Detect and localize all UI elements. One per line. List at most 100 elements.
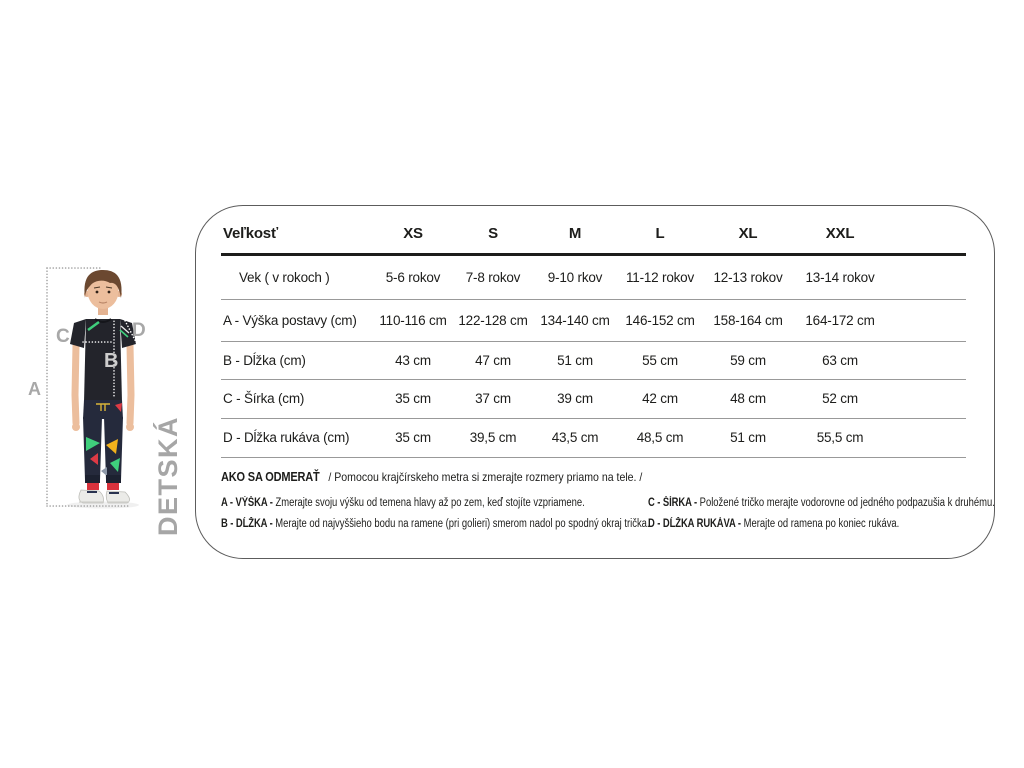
cell: 122-128 cm <box>453 299 533 342</box>
column-header-spacer <box>887 218 966 256</box>
hair <box>84 270 122 298</box>
tshirt-right-sleeve <box>120 319 136 348</box>
shirt-white-stripe-right <box>120 325 130 334</box>
note-text: Merajte od najvyššieho bodu na ramene (p… <box>275 518 650 530</box>
cell: 59 cm <box>703 341 793 380</box>
tshirt-left-sleeve <box>70 319 86 348</box>
note-term: B - DĹŽKA - <box>221 518 273 530</box>
cell: 39 cm <box>533 379 617 419</box>
cell-spacer <box>887 254 966 300</box>
pants-triangle-red <box>90 453 98 465</box>
row-sleeve: D - Dĺžka rukáva (cm) 35 cm 39,5 cm 43,5… <box>221 418 966 458</box>
label-c-width: C <box>56 326 70 347</box>
cell: 146-152 cm <box>617 299 703 342</box>
label-b-length: B <box>104 350 118 372</box>
column-header-s: S <box>453 218 533 256</box>
shirt-green-stripe-left <box>87 320 100 332</box>
shoe-laces <box>87 491 119 494</box>
category-vertical-label: DETSKÁ <box>153 415 183 536</box>
pants-triangle-green-right <box>110 458 120 472</box>
note-length: B - DĹŽKA - Merajte od najvyššieho bodu … <box>221 518 650 531</box>
shirt-green-stripe-right <box>119 329 129 338</box>
cell: 35 cm <box>373 418 453 458</box>
cell: 51 cm <box>703 418 793 458</box>
size-table: Veľkosť XS S M L XL XXL Vek ( v rokoch )… <box>221 218 966 458</box>
instructions-heading-line: AKO SA ODMERAŤ / Pomocou krajčírskeho me… <box>221 470 973 484</box>
cell: 12-13 rokov <box>703 254 793 300</box>
label-d-sleeve: D <box>132 320 146 341</box>
cell: 110-116 cm <box>373 299 453 342</box>
column-header-m: M <box>533 218 617 256</box>
left-sock <box>87 483 99 490</box>
right-sock <box>107 483 119 490</box>
row-label: A - Výška postavy (cm) <box>221 299 373 342</box>
cell: 37 cm <box>453 379 533 419</box>
column-header-xl: XL <box>703 218 793 256</box>
cell: 63 cm <box>793 341 887 380</box>
eyebrows <box>93 286 113 289</box>
cell: 7-8 rokov <box>453 254 533 300</box>
note-term: D - DĹŽKA RUKÁVA - <box>648 518 741 530</box>
cell: 47 cm <box>453 341 533 380</box>
left-hand <box>72 423 80 431</box>
note-term: A - VÝŠKA - <box>221 497 273 509</box>
row-height: A - Výška postavy (cm) 110-116 cm 122-12… <box>221 299 966 342</box>
cell: 55,5 cm <box>793 418 887 458</box>
column-header-xs: XS <box>373 218 453 256</box>
mouth <box>98 301 108 304</box>
table-header-row: Veľkosť XS S M L XL XXL <box>221 218 966 256</box>
pants-triangle-gray <box>101 467 107 476</box>
cell-spacer <box>887 418 966 458</box>
measuring-instructions: AKO SA ODMERAŤ / Pomocou krajčírskeho me… <box>221 470 995 531</box>
child-model-illustration: A C B D <box>28 267 146 509</box>
pants-triangle-green-left <box>86 437 100 451</box>
cell: 164-172 cm <box>793 299 887 342</box>
label-a-height: A <box>28 379 41 399</box>
row-age: Vek ( v rokoch ) 5-6 rokov 7-8 rokov 9-1… <box>221 254 966 300</box>
left-arm <box>71 341 80 427</box>
cell: 158-164 cm <box>703 299 793 342</box>
instructions-heading-suffix: / Pomocou krajčírskeho metra si zmerajte… <box>328 470 643 484</box>
column-header-l: L <box>617 218 703 256</box>
cell: 43,5 cm <box>533 418 617 458</box>
row-length: B - Dĺžka (cm) 43 cm 47 cm 51 cm 55 cm 5… <box>221 341 966 380</box>
cell: 43 cm <box>373 341 453 380</box>
note-text: Položené tričko merajte vodorovne od jed… <box>699 497 995 509</box>
note-width: C - ŠÍRKA - Položené tričko merajte vodo… <box>648 497 1024 510</box>
pants-triangle-red-waist <box>115 403 122 412</box>
right-eye <box>107 290 111 294</box>
right-hand <box>126 423 134 431</box>
column-header-size: Veľkosť <box>221 218 373 256</box>
row-label: B - Dĺžka (cm) <box>221 341 373 380</box>
right-arm <box>126 341 135 427</box>
column-header-xxl: XXL <box>793 218 887 256</box>
pants-waist <box>83 400 123 419</box>
cell-spacer <box>887 299 966 342</box>
left-shoe <box>78 489 104 504</box>
cell: 42 cm <box>617 379 703 419</box>
cell: 48,5 cm <box>617 418 703 458</box>
note-text: Merajte od ramena po koniec rukáva. <box>743 518 900 530</box>
cell: 134-140 cm <box>533 299 617 342</box>
neck <box>98 305 108 315</box>
row-label: Vek ( v rokoch ) <box>221 254 373 300</box>
row-label: C - Šírka (cm) <box>221 379 373 419</box>
cell: 39,5 cm <box>453 418 533 458</box>
cell-spacer <box>887 379 966 419</box>
cell: 9-10 rkov <box>533 254 617 300</box>
cell-spacer <box>887 341 966 380</box>
cell: 5-6 rokov <box>373 254 453 300</box>
cell: 13-14 rokov <box>793 254 887 300</box>
note-term: C - ŠÍRKA - <box>648 497 698 509</box>
note-height: A - VÝŠKA - Zmerajte svoju výšku od teme… <box>221 497 648 510</box>
cell: 35 cm <box>373 379 453 419</box>
drawstring <box>96 403 110 411</box>
row-width: C - Šírka (cm) 35 cm 37 cm 39 cm 42 cm 4… <box>221 379 966 419</box>
cell: 48 cm <box>703 379 793 419</box>
pants-triangle-yellow <box>106 439 118 454</box>
sleeve-dimension-line <box>117 306 138 345</box>
cell: 52 cm <box>793 379 887 419</box>
row-label: D - Dĺžka rukáva (cm) <box>221 418 373 458</box>
size-chart-panel: Veľkosť XS S M L XL XXL Vek ( v rokoch )… <box>195 205 995 559</box>
pants-left-leg <box>83 417 102 480</box>
